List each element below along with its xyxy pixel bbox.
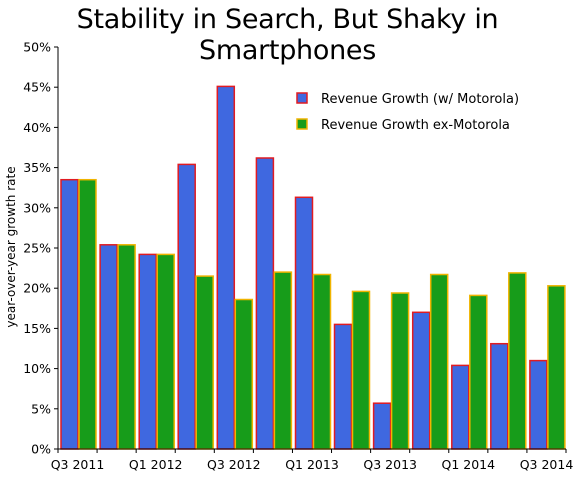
y-tick-label-4: 20% (23, 281, 51, 296)
x-tick-label-4: Q3 2012 (207, 457, 261, 472)
y-tick-label-7: 35% (23, 160, 51, 175)
bar-motorola-7 (333, 323, 353, 450)
x-ticks-group: Q3 2011 Q1 2012 Q3 2012 Q1 2013 Q3 2013 Q1 20… (51, 449, 574, 472)
y-tick-label-0: 0% (31, 442, 51, 457)
bar-ex-motorola-3 (195, 275, 214, 450)
legend-swatch-motorola (296, 92, 308, 104)
x-tick-label-12: Q3 2014 (520, 457, 574, 472)
bar-ex-motorola-11 (508, 272, 527, 450)
bar-motorola-11 (490, 342, 509, 450)
bar-ex-motorola-6 (312, 273, 332, 450)
bar-motorola-9 (411, 311, 431, 450)
bar-motorola-12 (529, 359, 548, 450)
y-tick-label-2: 10% (23, 361, 51, 376)
chart-title: Stability in Search, But Shaky in Smartp… (76, 4, 499, 66)
bar-motorola-1 (99, 244, 118, 450)
legend: Revenue Growth (w/ Motorola) Revenue Gro… (296, 92, 519, 133)
y-tick-label-1: 5% (31, 401, 51, 416)
bar-ex-motorola-4 (234, 298, 254, 450)
y-tick-label-10: 50% (23, 40, 51, 55)
bar-ex-motorola-2 (156, 253, 175, 450)
bar-motorola-4 (216, 85, 236, 450)
x-tick-label-6: Q1 2013 (285, 457, 339, 472)
x-tick-label-10: Q1 2014 (442, 457, 496, 472)
y-tick-label-3: 15% (23, 321, 51, 336)
bar-ex-motorola-8 (390, 292, 410, 450)
bar-ex-motorola-0 (78, 178, 97, 450)
bar-ex-motorola-5 (273, 271, 293, 450)
bar-motorola-0 (60, 178, 79, 450)
bar-motorola-8 (372, 402, 392, 450)
bar-ex-motorola-1 (117, 244, 136, 450)
y-tick-label-8: 40% (23, 120, 51, 135)
y-tick-label-5: 25% (23, 241, 51, 256)
x-tick-label-8: Q3 2013 (363, 457, 417, 472)
x-tick-label-0: Q3 2011 (51, 457, 105, 472)
y-tick-label-6: 30% (23, 200, 51, 215)
y-tick-label-9: 45% (23, 80, 51, 95)
bar-ex-motorola-7 (351, 290, 371, 450)
bar-motorola-2 (138, 253, 157, 450)
legend-swatch-ex-motorola (296, 118, 308, 130)
bar-motorola-5 (255, 157, 275, 450)
legend-label-motorola: Revenue Growth (w/ Motorola) (321, 92, 519, 107)
bar-ex-motorola-12 (547, 285, 566, 450)
legend-label-ex-motorola: Revenue Growth ex-Motorola (321, 118, 510, 133)
bar-motorola-3 (177, 163, 196, 450)
x-tick-label-2: Q1 2012 (129, 457, 183, 472)
bars-group (60, 85, 566, 450)
bar-motorola-10 (451, 364, 470, 450)
bar-ex-motorola-9 (429, 273, 449, 450)
bar-ex-motorola-10 (469, 294, 488, 450)
bar-motorola-6 (294, 196, 314, 450)
y-ticks-group: 0% 5% 10% 15% 20% 25% 30% 35% 40% 45% 50% (23, 40, 58, 457)
